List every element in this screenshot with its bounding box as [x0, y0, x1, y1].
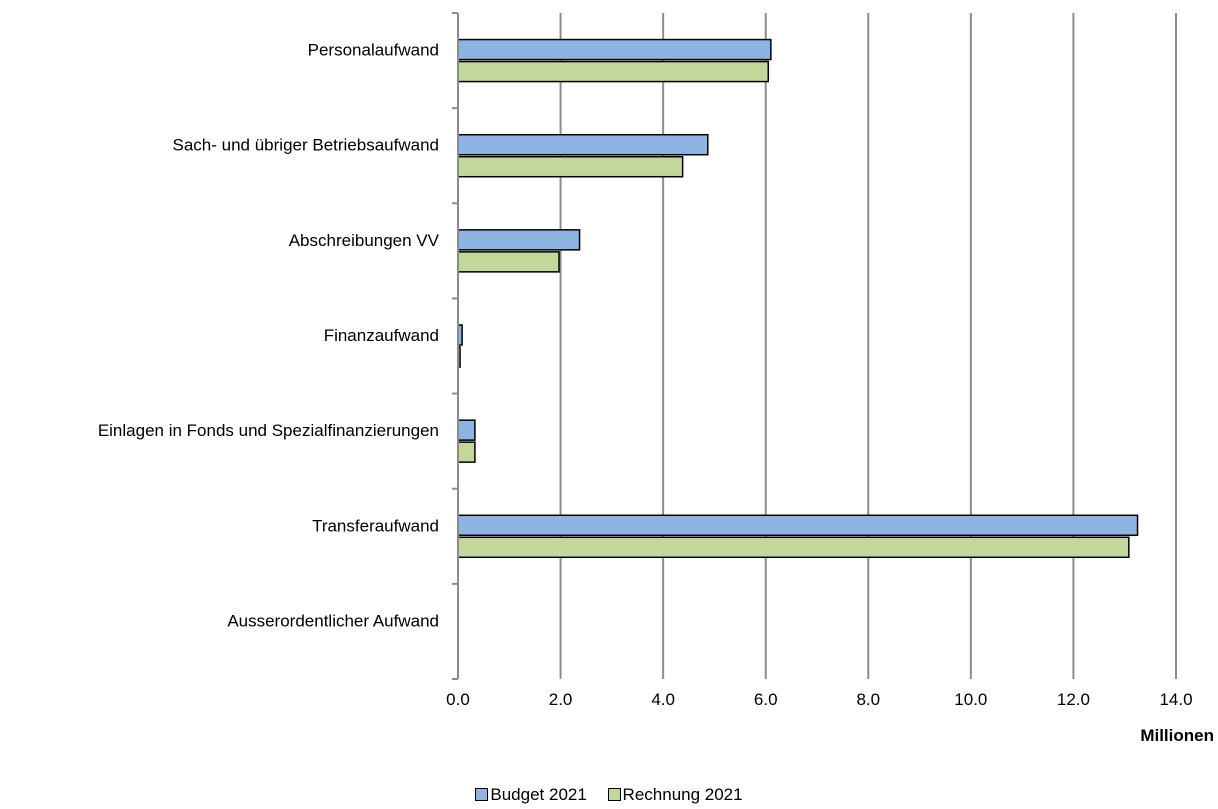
gridlines [559, 13, 1177, 679]
category-axis [452, 12, 459, 680]
bar-budget [457, 514, 1139, 537]
bar-rechnung [457, 155, 684, 178]
category-label: Ausserordentlicher Aufwand [227, 611, 439, 630]
x-tick-label: 8.0 [856, 690, 880, 709]
x-tick-label: 12.0 [1057, 690, 1090, 709]
legend-swatch-rechnung [607, 788, 621, 801]
category-label: Finanzaufwand [324, 326, 439, 345]
bar-rechnung [457, 60, 770, 83]
category-label: Transferaufwand [312, 516, 439, 535]
x-tick-label: 4.0 [651, 690, 675, 709]
labels: 0.0 2.0 4.0 6.0 8.0 10.0 12.0 14.0 Personalaufwa… [98, 41, 1214, 745]
x-axis-unit-label: Millionen [1140, 726, 1214, 745]
category-label: Einlagen in Fonds und Spezialfinanzierun… [98, 421, 439, 440]
x-tick-label: 10.0 [954, 690, 987, 709]
x-tick-label: 14.0 [1159, 690, 1192, 709]
bars [457, 38, 1139, 559]
bar-budget [457, 419, 476, 441]
x-tick-label: 6.0 [754, 690, 778, 709]
x-tick-label: 2.0 [549, 690, 573, 709]
bar-rechnung [457, 441, 476, 463]
x-tick-label: 0.0 [446, 690, 470, 709]
bar-budget [457, 133, 709, 156]
bar-budget [457, 229, 581, 251]
category-label: Abschreibungen VV [289, 231, 440, 250]
bar-rechnung [457, 536, 1130, 559]
bar-budget [457, 38, 772, 61]
legend-item-budget: Budget 2021 [475, 784, 587, 806]
legend-label-budget: Budget 2021 [490, 785, 587, 804]
category-label: Personalaufwand [308, 41, 439, 60]
legend: Budget 2021 Rechnung 2021 [0, 784, 1218, 806]
legend-label-rechnung: Rechnung 2021 [622, 785, 743, 804]
legend-item-rechnung: Rechnung 2021 [607, 784, 743, 806]
category-label: Sach- und übriger Betriebsaufwand [173, 136, 440, 155]
legend-swatch-budget [475, 788, 489, 801]
bar-rechnung [457, 251, 560, 273]
